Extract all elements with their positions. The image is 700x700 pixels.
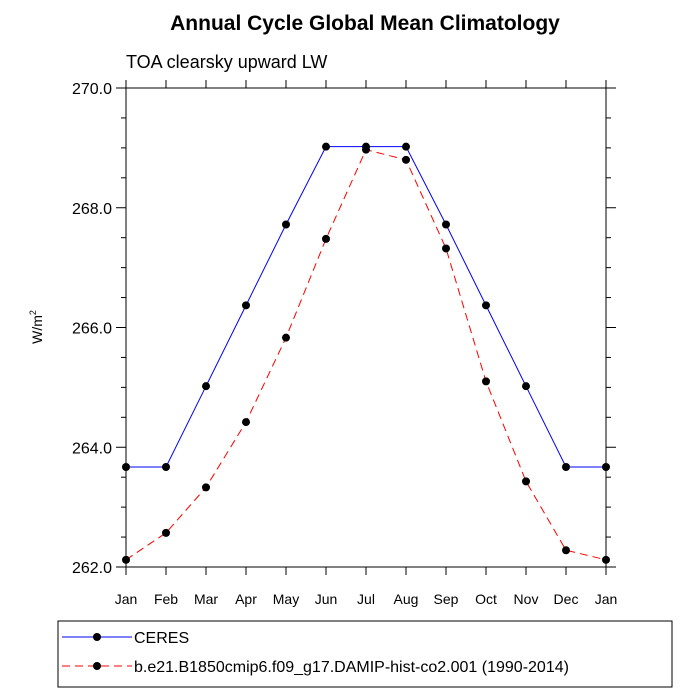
series-0-point — [282, 220, 290, 229]
x-tick-label: Aug — [394, 591, 419, 607]
chart-subtitle: TOA clearsky upward LW — [126, 52, 327, 72]
series-0-point — [122, 463, 130, 472]
legend-marker-0 — [93, 633, 101, 641]
y-axis-label: W/m2 — [28, 310, 45, 344]
legend-label-1: b.e21.B1850cmip6.f09_g17.DAMIP-hist-co2.… — [134, 659, 569, 676]
x-tick-label: Oct — [475, 591, 497, 607]
series-1-point — [562, 546, 570, 555]
series-1-point — [442, 244, 450, 253]
y-tick-label: 262.0 — [72, 560, 112, 577]
series-1-point — [522, 477, 530, 486]
series-line-0 — [126, 146, 606, 468]
legend-label-0: CERES — [134, 630, 189, 647]
series-1-point — [122, 555, 130, 564]
chart-title: Annual Cycle Global Mean Climatology — [170, 12, 560, 35]
x-tick-label: Jan — [595, 591, 618, 607]
series-1-point — [602, 555, 610, 564]
series-0-point — [482, 301, 490, 310]
series-0-point — [602, 463, 610, 472]
series-0-point — [522, 382, 530, 391]
series-1-point — [282, 333, 290, 342]
series-1-point — [362, 145, 370, 154]
series-0-point — [242, 301, 250, 310]
x-tick-label: Mar — [194, 591, 218, 607]
x-tick-label: Jun — [315, 591, 338, 607]
series-0-point — [402, 142, 410, 151]
x-tick-label: Apr — [235, 591, 257, 607]
series-1-point — [242, 418, 250, 427]
x-tick-label: Sep — [434, 591, 459, 607]
x-tick-label: May — [273, 591, 299, 607]
y-tick-label: 270.0 — [72, 81, 112, 98]
y-axis-label-base: W/m — [29, 315, 45, 344]
series-0-point — [442, 220, 450, 229]
y-tick-label: 266.0 — [72, 321, 112, 338]
x-tick-label: Jul — [357, 591, 375, 607]
y-tick-label: 268.0 — [72, 201, 112, 218]
x-tick-label: Nov — [514, 591, 539, 607]
series-0-point — [322, 142, 330, 151]
x-tick-label: Dec — [554, 591, 579, 607]
x-tick-label: Jan — [115, 591, 138, 607]
series-0-point — [202, 382, 210, 391]
series-0-point — [562, 463, 570, 472]
series-1-point — [482, 377, 490, 386]
series-1-point — [402, 155, 410, 164]
series-line-1 — [125, 149, 607, 561]
series-1-point — [202, 483, 210, 492]
series-0-point — [162, 463, 170, 472]
y-axis-label-sup: 2 — [28, 310, 38, 315]
series-1-point — [162, 528, 170, 537]
y-tick-label: 264.0 — [72, 440, 112, 457]
x-tick-label: Feb — [154, 591, 178, 607]
legend-box — [57, 620, 673, 688]
legend-marker-1 — [93, 662, 101, 670]
series-1-point — [322, 234, 330, 243]
